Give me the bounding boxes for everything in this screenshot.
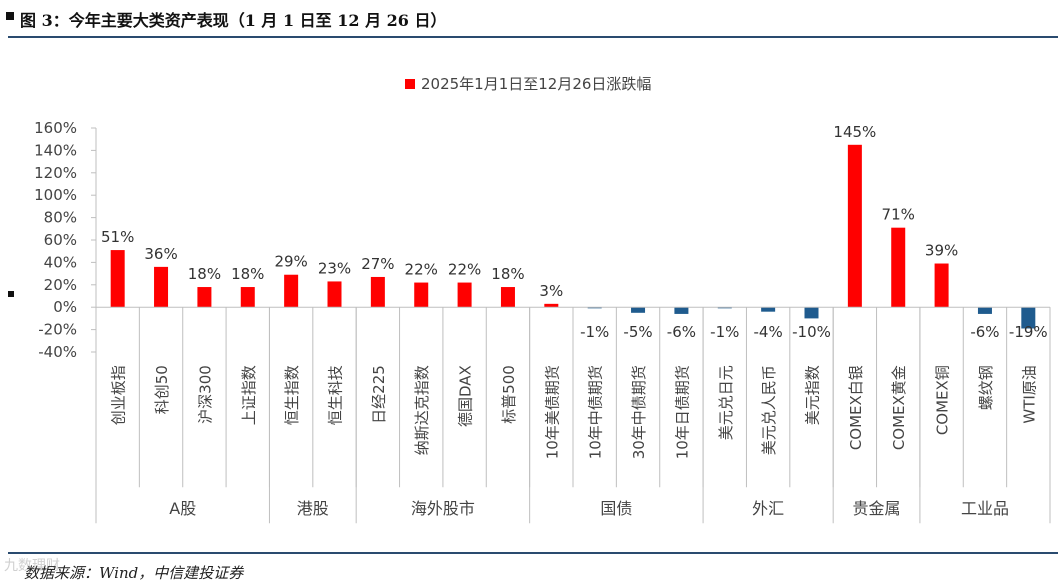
bar: [631, 307, 646, 313]
category-label: 美元兑日元: [717, 365, 735, 440]
data-label: 18%: [231, 265, 264, 283]
category-label: 30年中债期货: [630, 365, 648, 459]
data-label: -19%: [1009, 323, 1048, 341]
bar: [197, 287, 212, 308]
data-label: 29%: [274, 253, 307, 271]
data-label: 39%: [925, 242, 958, 260]
bar: [414, 282, 429, 308]
category-label: 沪深300: [196, 365, 214, 424]
data-label: -6%: [970, 323, 999, 341]
data-label: -1%: [710, 323, 739, 341]
group-label: 工业品: [961, 499, 1009, 518]
bar: [457, 282, 472, 308]
y-tick-label: 100%: [34, 186, 77, 204]
bar: [891, 227, 906, 308]
y-tick-label: 140%: [34, 141, 77, 159]
data-label: -4%: [754, 323, 783, 341]
bar: [761, 307, 776, 312]
data-label: 36%: [144, 245, 177, 263]
bar-chart: 2025年1月1日至12月26日涨跌幅 -40% -20% 0% 20% 40% 60% 8…: [34, 75, 1051, 524]
bar: [370, 276, 385, 308]
y-tick-label: 0%: [53, 298, 77, 316]
bars: 51% 36% 18% 18% 29% 23% 27% 22% 22% 18% 3% -1% -5% -6…: [101, 123, 1048, 341]
y-tick-label: 40%: [44, 253, 77, 271]
data-label: 18%: [188, 265, 221, 283]
category-label: 恒生指数: [283, 365, 301, 425]
bar: [240, 287, 255, 308]
data-label: 18%: [491, 265, 524, 283]
bar: [110, 250, 125, 308]
figure-title: 图 3：今年主要大类资产表现（1 月 1 日至 12 月 26 日）: [20, 11, 447, 30]
data-label: 71%: [882, 206, 915, 224]
group-label: 外汇: [752, 499, 784, 518]
y-tick-label: 160%: [34, 119, 77, 137]
y-tick-label: -20%: [38, 321, 77, 339]
title-rule: [8, 36, 1058, 38]
category-label: 10年中债期货: [587, 365, 605, 459]
data-label: 145%: [833, 123, 876, 141]
bar: [544, 303, 559, 308]
data-label: 23%: [318, 259, 351, 277]
data-label: -10%: [792, 323, 831, 341]
y-tick-label: -40%: [38, 343, 77, 361]
category-label: COMEX铜: [934, 365, 952, 435]
bar: [1021, 307, 1036, 329]
category-label: 日经225: [370, 365, 388, 424]
category-label: 科创50: [153, 365, 171, 414]
category-label: 美元指数: [804, 365, 822, 425]
group-label: 海外股市: [411, 499, 475, 518]
data-label: 22%: [448, 261, 481, 279]
group-label: 国债: [600, 499, 632, 518]
chart-legend: 2025年1月1日至12月26日涨跌幅: [405, 75, 651, 93]
category-label: 美元兑人民币: [760, 365, 778, 455]
data-label: -5%: [623, 323, 652, 341]
category-label: 德国DAX: [457, 365, 475, 427]
category-label: WTI原油: [1020, 365, 1038, 423]
watermark: 九数理财: [4, 558, 60, 574]
bar: [804, 307, 819, 319]
data-label: 51%: [101, 228, 134, 246]
footer-rule: [8, 552, 1058, 554]
x-axis: A股 港股 海外股市 国债 外汇 贵金属 工业品 创业板指 科创50 沪深300 上证指数 恒生指数 恒…: [95, 306, 1051, 524]
data-label: -6%: [667, 323, 696, 341]
bar: [587, 307, 602, 309]
legend-swatch: [405, 79, 415, 89]
bar: [934, 263, 949, 308]
category-label: 创业板指: [110, 365, 128, 425]
y-tick-label: 60%: [44, 231, 77, 249]
category-label: COMEX黄金: [890, 365, 908, 450]
bar: [500, 287, 515, 308]
source-note: 数据来源：Wind，中信建投证券: [24, 564, 244, 582]
y-axis: -40% -20% 0% 20% 40% 60% 80% 100% 120% 140% 160%: [34, 119, 97, 361]
bar: [154, 266, 169, 308]
data-label: 22%: [405, 261, 438, 279]
bar: [977, 307, 992, 314]
bar: [674, 307, 689, 314]
category-label: 10年日债期货: [673, 365, 691, 459]
y-tick-label: 80%: [44, 209, 77, 227]
y-tick-label: 20%: [44, 276, 77, 294]
bullet-marker-icon: [8, 291, 14, 297]
bar: [717, 307, 732, 309]
data-label: 3%: [539, 282, 563, 300]
category-label: 恒生科技: [327, 365, 345, 425]
y-tick-label: 120%: [34, 164, 77, 182]
bar: [847, 144, 862, 308]
group-label: 贵金属: [853, 499, 901, 518]
category-label: 10年美债期货: [543, 365, 561, 459]
bar: [284, 274, 299, 308]
group-label: 港股: [297, 499, 329, 518]
bar: [327, 281, 342, 308]
figure-title-bar: 图 3：今年主要大类资产表现（1 月 1 日至 12 月 26 日）: [0, 0, 1059, 36]
group-label: A股: [169, 499, 196, 518]
category-label: 标普500: [500, 365, 518, 424]
category-label: 螺纹钢: [977, 365, 995, 410]
category-label: 纳斯达克指数: [413, 365, 431, 455]
legend-label: 2025年1月1日至12月26日涨跌幅: [421, 75, 651, 93]
data-label: 27%: [361, 255, 394, 273]
category-label: 上证指数: [240, 365, 258, 425]
data-label: -1%: [580, 323, 609, 341]
category-label: COMEX白银: [847, 365, 865, 450]
title-bullet-icon: [6, 12, 14, 20]
